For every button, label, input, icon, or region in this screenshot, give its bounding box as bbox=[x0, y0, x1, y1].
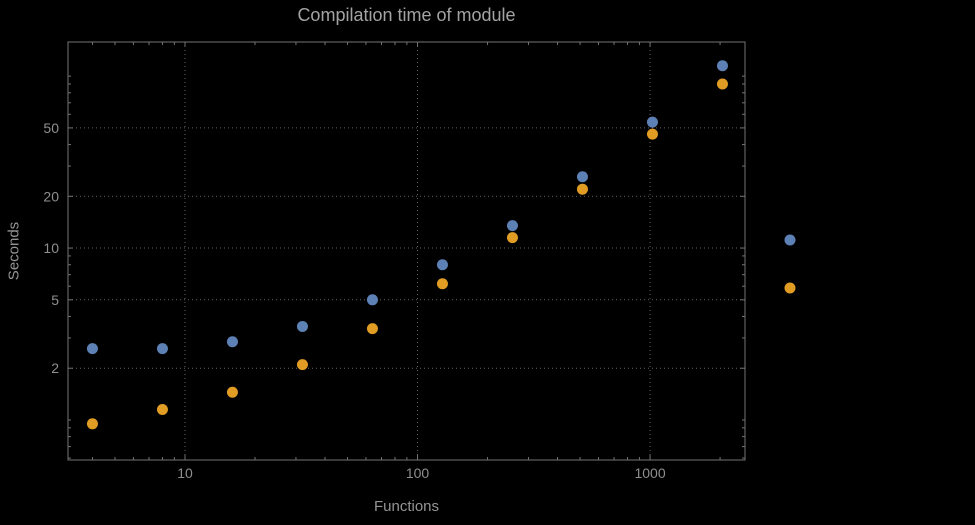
x-tick-label: 100 bbox=[406, 465, 430, 481]
data-point-series-blue bbox=[366, 294, 378, 306]
data-point-series-blue bbox=[506, 220, 518, 232]
x-tick-label: 1000 bbox=[634, 465, 665, 481]
data-point-series-blue bbox=[716, 60, 728, 72]
y-tick-label: 10 bbox=[43, 240, 59, 256]
data-point-series-blue bbox=[646, 116, 658, 128]
data-point-series-blue bbox=[296, 320, 308, 332]
y-tick-label: 50 bbox=[43, 120, 59, 136]
x-tick-label: 10 bbox=[177, 465, 193, 481]
y-axis-label: Seconds bbox=[5, 221, 23, 281]
data-point-series-orange bbox=[86, 418, 98, 430]
data-point-series-blue bbox=[156, 343, 168, 355]
data-point-series-orange bbox=[646, 128, 658, 140]
data-point-series-orange bbox=[506, 232, 518, 244]
plot-frame bbox=[67, 41, 746, 461]
legend-marker-series-blue bbox=[784, 234, 796, 246]
data-point-series-orange bbox=[156, 404, 168, 416]
legend-marker-series-orange bbox=[784, 282, 796, 294]
chart-title: Compilation time of module bbox=[297, 5, 516, 25]
x-axis-label: Functions bbox=[373, 498, 440, 515]
data-point-series-blue bbox=[436, 259, 448, 271]
data-point-series-orange bbox=[366, 323, 378, 335]
data-point-series-orange bbox=[576, 183, 588, 195]
y-tick-label: 20 bbox=[43, 188, 59, 204]
data-point-series-orange bbox=[716, 78, 728, 90]
y-tick-label: 2 bbox=[51, 360, 59, 376]
data-point-series-blue bbox=[226, 336, 238, 348]
y-tick-label: 5 bbox=[51, 292, 59, 308]
data-point-series-orange bbox=[436, 278, 448, 290]
data-point-series-blue bbox=[86, 343, 98, 355]
data-point-series-orange bbox=[226, 386, 238, 398]
data-point-series-blue bbox=[576, 171, 588, 183]
data-point-series-orange bbox=[296, 359, 308, 371]
